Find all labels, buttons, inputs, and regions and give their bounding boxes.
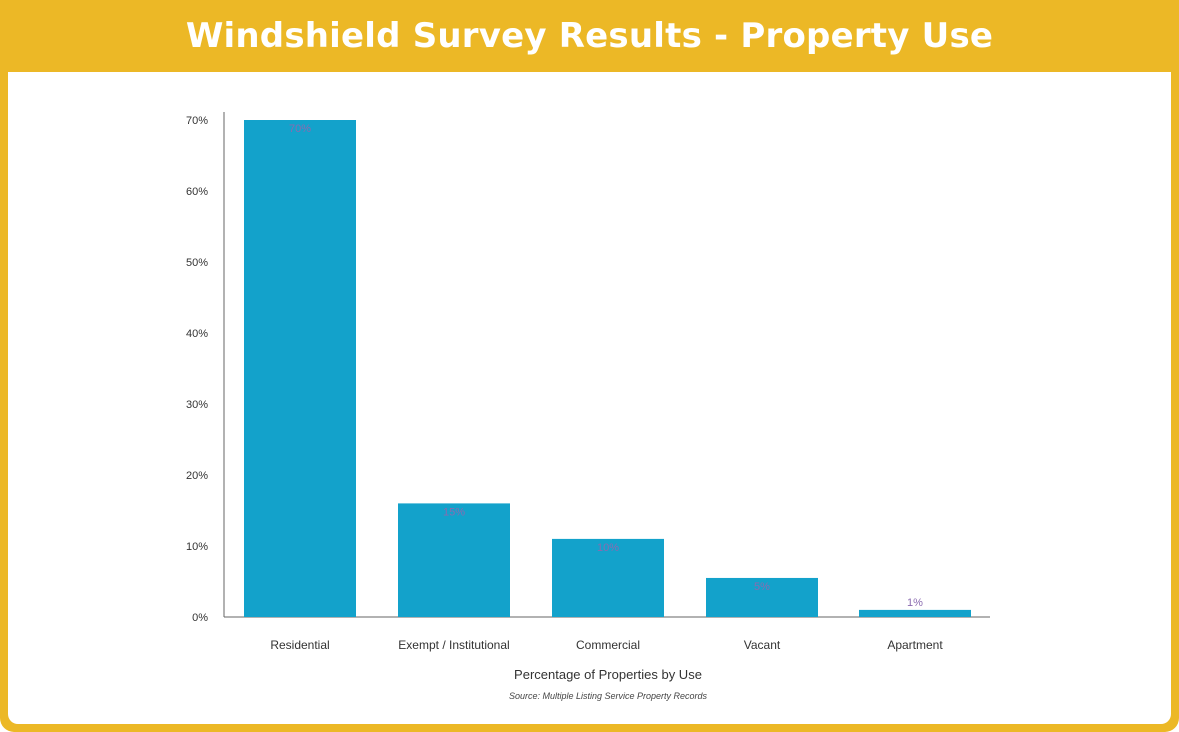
x-axis-title: Percentage of Properties by Use xyxy=(514,667,702,682)
x-tick-label: Residential xyxy=(270,638,329,652)
x-tick-label: Exempt / Institutional xyxy=(398,638,509,652)
y-tick-label: 50% xyxy=(186,257,208,269)
data-label: 10% xyxy=(597,542,619,554)
y-tick-label: 20% xyxy=(186,470,208,482)
y-tick-label: 70% xyxy=(186,115,208,127)
y-tick-label: 40% xyxy=(186,328,208,340)
source-note: Source: Multiple Listing Service Propert… xyxy=(509,691,708,701)
bar xyxy=(706,577,818,617)
data-label: 1% xyxy=(907,597,923,609)
data-label: 70% xyxy=(289,123,311,135)
bar xyxy=(244,120,356,617)
data-label: 5% xyxy=(754,581,770,593)
y-tick-label: 0% xyxy=(192,612,208,624)
chart-panel: 0% 10% 20% 30% 40% 50% 60% 70% 70% Residential 15%… xyxy=(8,72,1171,724)
y-tick-label: 60% xyxy=(186,186,208,198)
bar-chart: 0% 10% 20% 30% 40% 50% 60% 70% 70% Residential 15%… xyxy=(186,112,990,701)
x-tick-label: Vacant xyxy=(744,638,781,652)
y-tick-label: 30% xyxy=(186,399,208,411)
header: Windshield Survey Results - Property Use xyxy=(0,0,1179,72)
y-tick-label: 10% xyxy=(186,541,208,553)
bar xyxy=(552,538,664,617)
x-tick-label: Apartment xyxy=(887,638,943,652)
bar xyxy=(859,609,971,617)
x-tick-label: Commercial xyxy=(576,638,640,652)
bar xyxy=(398,503,510,617)
data-label: 15% xyxy=(443,506,465,518)
page-title: Windshield Survey Results - Property Use xyxy=(185,16,994,56)
